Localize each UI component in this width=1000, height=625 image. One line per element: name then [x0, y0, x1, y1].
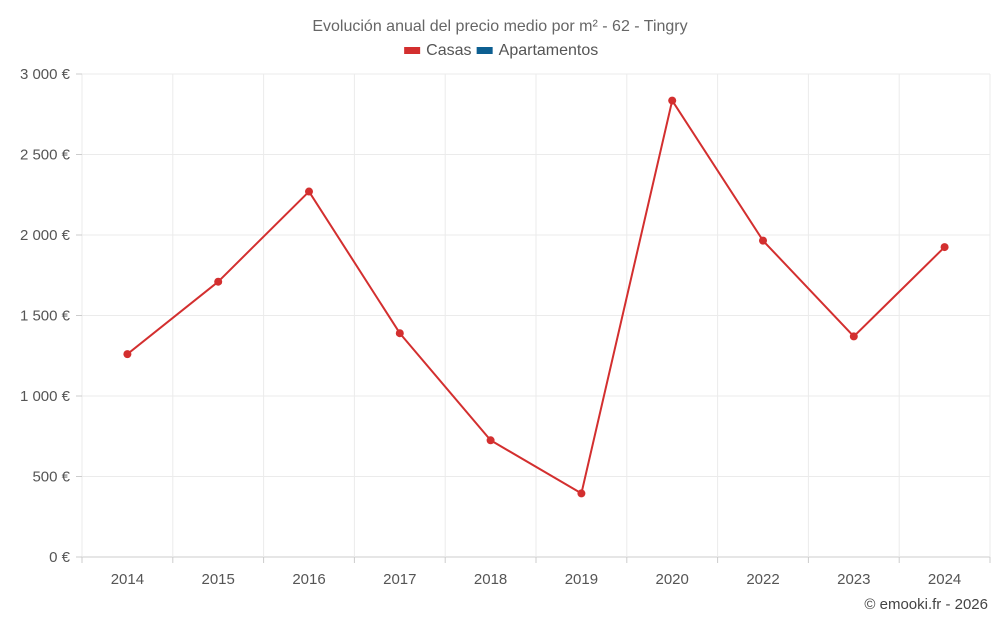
x-tick-label: 2017 — [383, 571, 416, 588]
y-tick-label: 0 € — [49, 549, 71, 566]
data-point[interactable] — [940, 243, 949, 252]
series-line-casas — [126, 99, 946, 495]
x-axis: 2014 2015 2016 2017 2018 2019 2020 2022 2023 2024 — [81, 557, 991, 588]
x-tick-label: 2023 — [837, 571, 870, 588]
x-tick-label: 2020 — [656, 571, 689, 588]
y-tick-label: 1 500 € — [20, 308, 71, 325]
x-tick-label: 2022 — [746, 571, 779, 588]
legend-label: Apartamentos — [499, 42, 599, 59]
legend-item-casas[interactable]: Casas — [404, 42, 472, 59]
x-tick-label: 2015 — [202, 571, 235, 588]
chart-title: Evolución anual del precio medio por m² … — [312, 18, 687, 35]
data-point[interactable] — [577, 489, 586, 498]
x-tick-label: 2024 — [928, 571, 961, 588]
x-tick-label: 2016 — [292, 571, 325, 588]
legend: Casas Apartamentos — [404, 42, 598, 59]
series-layer — [123, 96, 949, 498]
legend-label: Casas — [426, 42, 471, 59]
data-point[interactable] — [486, 436, 495, 445]
y-tick-label: 2 500 € — [20, 147, 71, 164]
x-tick-label: 2018 — [474, 571, 507, 588]
y-tick-label: 1 000 € — [20, 388, 71, 405]
legend-item-apartamentos[interactable]: Apartamentos — [476, 42, 599, 59]
x-tick-label: 2019 — [565, 571, 598, 588]
data-point[interactable] — [123, 350, 132, 359]
data-point[interactable] — [668, 96, 677, 105]
y-tick-label: 500 € — [32, 469, 70, 486]
data-point[interactable] — [305, 187, 313, 196]
legend-swatch — [476, 47, 493, 54]
y-tick-label: 3 000 € — [20, 66, 71, 83]
x-tick-label: 2014 — [111, 571, 144, 588]
data-point[interactable] — [759, 236, 767, 245]
data-point[interactable] — [849, 332, 858, 341]
data-point[interactable] — [214, 277, 223, 286]
y-axis: 0 € 500 € 1 000 € 1 500 € 2 000 € 2 500 € 3 00… — [20, 66, 82, 566]
grid — [81, 73, 991, 558]
credit-text: © emooki.fr - 2026 — [864, 596, 988, 613]
y-tick-label: 2 000 € — [20, 227, 71, 244]
data-point[interactable] — [395, 329, 404, 338]
legend-swatch — [404, 47, 421, 54]
